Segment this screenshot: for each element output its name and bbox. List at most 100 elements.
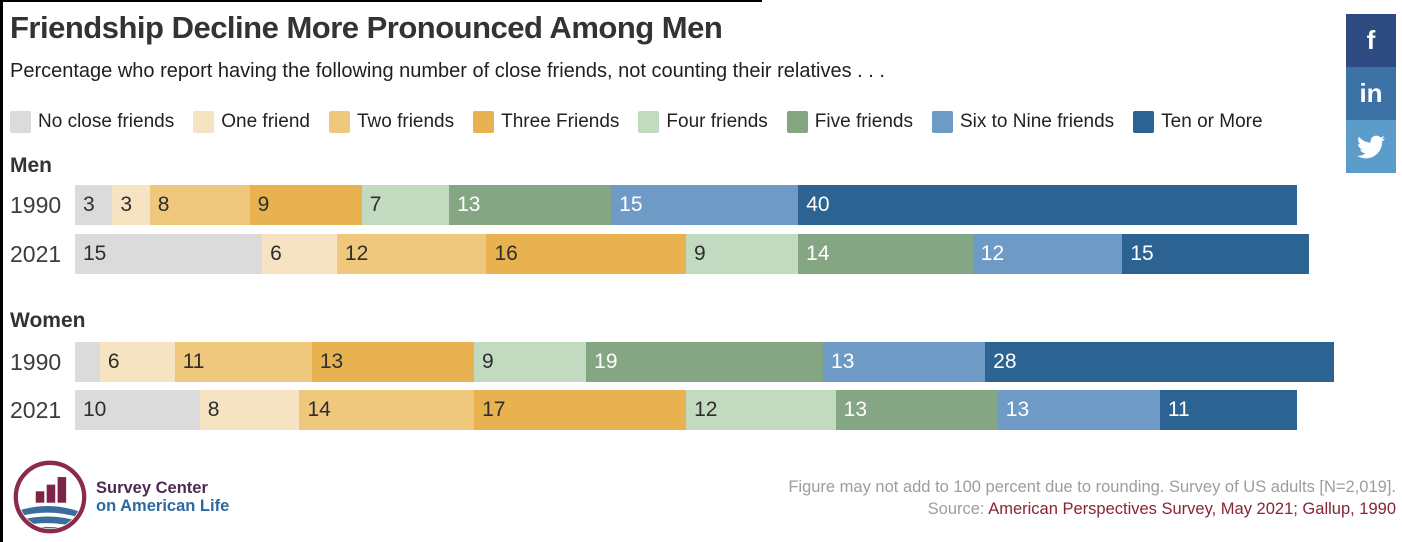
segment-value: 9 bbox=[257, 193, 270, 216]
bar-segment: 13 bbox=[835, 390, 998, 430]
twitter-share-button[interactable] bbox=[1346, 120, 1396, 173]
segment-value: 13 bbox=[831, 350, 855, 373]
segment-value: 6 bbox=[107, 350, 120, 373]
twitter-icon bbox=[1357, 135, 1385, 158]
legend-label: Two friends bbox=[356, 111, 455, 132]
segment-value: 8 bbox=[157, 193, 170, 216]
linkedin-icon: in bbox=[1359, 78, 1383, 108]
legend-item: One friend bbox=[193, 111, 310, 133]
bar-segment: 11 bbox=[174, 342, 312, 382]
page-title: Friendship Decline More Pronounced Among… bbox=[10, 10, 723, 45]
bar-segment: 9 bbox=[685, 234, 799, 274]
org-logo: Survey Center on American Life bbox=[12, 459, 229, 535]
chart-legend: No close friends One friend Two friends Thr… bbox=[10, 111, 1263, 133]
bar-segment: 19 bbox=[586, 342, 824, 382]
legend-item: Ten or More bbox=[1133, 111, 1263, 133]
segment-value: 15 bbox=[83, 242, 107, 265]
segment-value: 11 bbox=[1167, 398, 1190, 421]
stacked-bar: 10 8 14 17 12 13 13 11 bbox=[75, 390, 1298, 430]
bar-segment: 12 bbox=[972, 234, 1123, 274]
org-logo-text: Survey Center on American Life bbox=[96, 479, 229, 515]
legend-swatch bbox=[193, 111, 215, 133]
segment-value: 12 bbox=[694, 398, 718, 421]
bar-segment: 3 bbox=[112, 185, 150, 225]
source-line: Source: American Perspectives Survey, Ma… bbox=[788, 499, 1396, 521]
stacked-bar: 6 11 13 9 19 13 28 bbox=[75, 342, 1335, 382]
bar-segment: 9 bbox=[473, 342, 587, 382]
bar-segment: 16 bbox=[486, 234, 686, 274]
legend-label: Ten or More bbox=[1161, 111, 1263, 132]
bar-segment: 17 bbox=[474, 390, 687, 430]
bar-segment: 3 bbox=[75, 185, 113, 225]
segment-value: 7 bbox=[369, 193, 382, 216]
bar-segment: 13 bbox=[449, 185, 612, 225]
source-label: Source: bbox=[927, 499, 989, 518]
bar-segment: 10 bbox=[75, 390, 200, 430]
segment-value: 13 bbox=[843, 398, 868, 421]
legend-item: Five friends bbox=[786, 111, 913, 133]
bar-segment: 8 bbox=[149, 185, 250, 225]
org-name-line1: Survey Center bbox=[96, 479, 208, 497]
segment-value: 13 bbox=[319, 350, 344, 373]
bar-segment: 13 bbox=[997, 390, 1160, 430]
legend-item: Three Friends bbox=[473, 111, 619, 133]
segment-value: 14 bbox=[307, 398, 331, 421]
facebook-share-button[interactable]: f bbox=[1346, 14, 1396, 67]
bar-row-women-2021: 2021 10 8 14 17 12 13 13 11 bbox=[0, 390, 1402, 430]
rounding-note: Figure may not add to 100 percent due to… bbox=[788, 478, 1396, 496]
legend-item: No close friends bbox=[10, 111, 174, 133]
segment-value: 9 bbox=[481, 350, 494, 373]
bar-segment: 13 bbox=[311, 342, 474, 382]
segment-value: 40 bbox=[806, 193, 830, 216]
legend-swatch bbox=[328, 111, 350, 133]
legend-item: Four friends bbox=[638, 111, 768, 133]
bar-segment: 15 bbox=[1122, 234, 1310, 274]
segment-value: 10 bbox=[83, 398, 107, 421]
bar-segment: 8 bbox=[199, 390, 300, 430]
group-label-women: Women bbox=[10, 309, 86, 332]
segment-value: 12 bbox=[344, 242, 369, 265]
segment-value: 16 bbox=[494, 242, 518, 265]
segment-value: 15 bbox=[619, 193, 643, 216]
bar-segment: 6 bbox=[262, 234, 337, 274]
bar-segment: 13 bbox=[823, 342, 986, 382]
page-subtitle: Percentage who report having the followi… bbox=[10, 60, 885, 82]
legend-swatch bbox=[473, 111, 495, 133]
segment-value: 12 bbox=[980, 242, 1005, 265]
bar-segment: 15 bbox=[75, 234, 263, 274]
bar-row-men-1990: 1990 3 3 8 9 7 13 15 40 bbox=[0, 185, 1402, 225]
legend-label: No close friends bbox=[38, 111, 175, 132]
segment-value: 11 bbox=[182, 350, 205, 373]
bar-segment: 6 bbox=[99, 342, 175, 382]
year-label: 2021 bbox=[10, 397, 62, 423]
bar-row-women-1990: 1990 6 11 13 9 19 13 28 bbox=[0, 342, 1402, 382]
segment-value: 28 bbox=[993, 350, 1017, 373]
legend-swatch bbox=[786, 111, 808, 133]
linkedin-share-button[interactable]: in bbox=[1346, 67, 1396, 120]
segment-value: 14 bbox=[806, 242, 830, 265]
screenshot-left-border bbox=[0, 0, 3, 542]
survey-center-logo-icon bbox=[13, 460, 87, 534]
bar-segment: 9 bbox=[249, 185, 362, 225]
legend-swatch bbox=[10, 111, 31, 133]
segment-value: 19 bbox=[594, 350, 618, 373]
org-name-line2: on American Life bbox=[96, 497, 230, 515]
segment-value: 15 bbox=[1130, 242, 1154, 265]
segment-value: 6 bbox=[270, 242, 282, 265]
legend-label: Six to Nine friends bbox=[959, 111, 1115, 132]
legend-label: Five friends bbox=[814, 111, 913, 132]
legend-item: Two friends bbox=[328, 111, 455, 133]
bar-segment: 11 bbox=[1159, 390, 1298, 430]
source-link[interactable]: American Perspectives Survey, May 2021; … bbox=[988, 499, 1396, 518]
social-share-bar: f in bbox=[1346, 14, 1396, 173]
bar-segment bbox=[75, 342, 100, 382]
legend-swatch bbox=[931, 111, 953, 133]
bar-row-men-2021: 2021 15 6 12 16 9 14 12 15 bbox=[0, 234, 1402, 274]
screenshot-top-border bbox=[0, 0, 762, 2]
legend-swatch bbox=[638, 111, 660, 133]
legend-swatch bbox=[1133, 111, 1155, 133]
year-label: 1990 bbox=[10, 192, 62, 218]
bar-segment: 28 bbox=[985, 342, 1335, 382]
stacked-bar: 3 3 8 9 7 13 15 40 bbox=[75, 185, 1298, 225]
